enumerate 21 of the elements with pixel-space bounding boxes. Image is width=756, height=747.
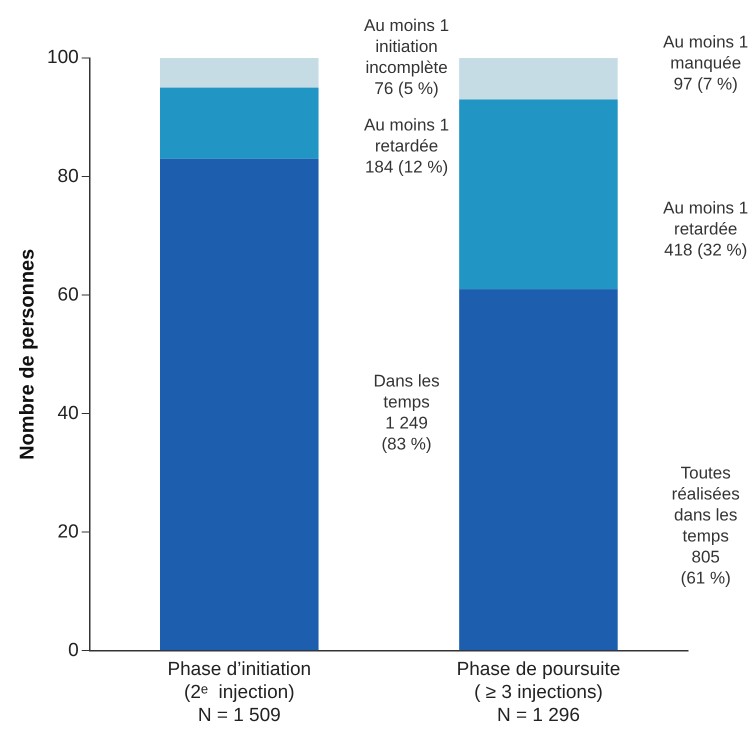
annotation: Au moins 1 manquée 97 (7 %) (663, 32, 748, 94)
annotation: Au moins 1 initiation incomplète 76 (5 %) (364, 16, 450, 98)
bar (459, 289, 618, 650)
y-tick-label: 80 (58, 166, 79, 187)
bar (160, 158, 319, 650)
annotation: Dans les temps 1 249 (83 %) (373, 372, 440, 454)
bar (160, 88, 319, 159)
annotation: Toutes réalisées dans les temps 805 (61 %) (672, 463, 740, 588)
bar (459, 99, 618, 290)
y-tick-label: 40 (58, 402, 79, 424)
annotation: Au moins 1 retardée 418 (32 %) (663, 198, 748, 260)
y-tick-label: 100 (47, 47, 79, 68)
y-tick-label: 60 (58, 284, 79, 306)
y-tick-label: 0 (68, 640, 79, 661)
annotation: Au moins 1 retardée 184 (12 %) (364, 116, 450, 177)
x-tick-label: Phase de poursuite ( ≥ 3 injections) N = 1 296 (456, 659, 620, 726)
x-tick-label: Phase d’initiation (2ᵉ injection) N = 1 509 (167, 659, 312, 726)
bar (160, 58, 319, 88)
y-tick-label: 20 (58, 521, 79, 542)
bar (459, 58, 618, 100)
y-axis-title: Nombre de personnes (16, 248, 39, 460)
